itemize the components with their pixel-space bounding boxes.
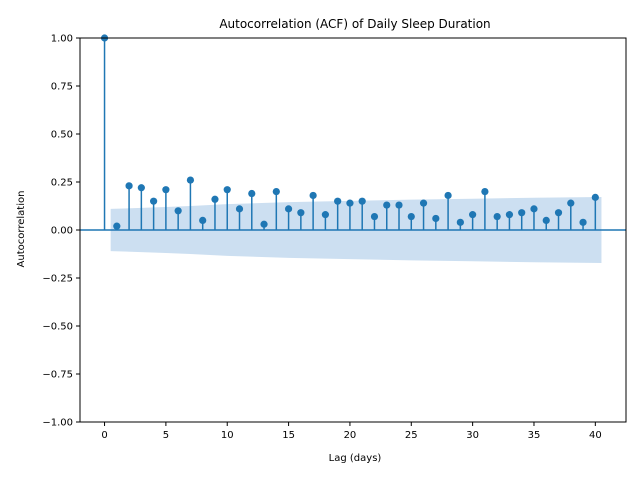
acf-point-3 xyxy=(137,184,145,192)
acf-point-18 xyxy=(321,211,329,219)
acf-point-14 xyxy=(272,188,280,196)
acf-point-15 xyxy=(284,205,293,213)
acf-point-8 xyxy=(199,216,207,224)
plot-area: 0 5 10 15 20 25 30 35 40 −1.00 −0.75 −0.50 −0.25 0.00… xyxy=(42,34,627,441)
acf-point-19 xyxy=(334,197,342,205)
acf-point-39 xyxy=(579,218,587,226)
acf-point-5 xyxy=(162,186,170,194)
acf-point-36 xyxy=(542,216,550,224)
acf-point-7 xyxy=(186,176,195,184)
x-tick-label-40: 40 xyxy=(589,430,602,441)
acf-point-12 xyxy=(248,189,256,198)
acf-point-24 xyxy=(395,201,403,209)
acf-point-28 xyxy=(444,191,452,200)
x-axis-label: Lag (days) xyxy=(329,453,382,464)
acf-point-1 xyxy=(113,222,121,230)
y-tick-label-3: −0.25 xyxy=(42,274,73,285)
acf-point-33 xyxy=(505,211,514,219)
acf-point-6 xyxy=(174,207,182,215)
acf-point-32 xyxy=(493,212,501,221)
acf-point-13 xyxy=(260,220,268,228)
acf-point-30 xyxy=(469,211,477,219)
acf-point-4 xyxy=(150,197,158,205)
acf-point-17 xyxy=(309,191,317,200)
acf-point-37 xyxy=(554,209,563,217)
x-tick-label-0: 0 xyxy=(101,430,107,441)
acf-point-31 xyxy=(481,188,489,196)
acf-point-11 xyxy=(235,205,244,213)
acf-point-20 xyxy=(346,199,354,207)
x-tick-label-30: 30 xyxy=(466,430,479,441)
x-tick-label-10: 10 xyxy=(221,430,234,441)
acf-point-2 xyxy=(125,182,133,190)
acf-point-29 xyxy=(456,218,464,226)
acf-point-34 xyxy=(518,209,526,217)
y-tick-label-7: 0.75 xyxy=(51,82,73,93)
acf-point-22 xyxy=(370,212,379,221)
y-axis-label: Autocorrelation xyxy=(16,191,27,268)
y-tick-label-1: −0.75 xyxy=(42,370,73,381)
acf-point-35 xyxy=(530,205,538,213)
acf-point-21 xyxy=(358,197,366,205)
y-tick-label-4: 0.00 xyxy=(51,226,73,237)
acf-point-25 xyxy=(407,212,415,221)
acf-point-26 xyxy=(419,199,428,207)
y-tick-label-5: 0.25 xyxy=(51,178,73,189)
x-tick-label-5: 5 xyxy=(163,430,169,441)
acf-point-38 xyxy=(567,199,575,207)
x-tick-label-15: 15 xyxy=(282,430,295,441)
y-tick-label-6: 0.50 xyxy=(51,130,73,141)
chart-title: Autocorrelation (ACF) of Daily Sleep Dur… xyxy=(219,17,490,31)
acf-point-16 xyxy=(297,209,305,217)
x-tick-label-25: 25 xyxy=(405,430,418,441)
y-tick-label-0: −1.00 xyxy=(42,418,73,429)
y-tick-label-2: −0.50 xyxy=(42,322,73,333)
acf-point-40 xyxy=(591,193,599,201)
y-tick-label-8: 1.00 xyxy=(51,34,73,45)
acf-point-27 xyxy=(432,214,440,223)
x-tick-label-20: 20 xyxy=(344,430,357,441)
acf-point-9 xyxy=(211,195,219,203)
acf-point-10 xyxy=(223,186,231,194)
x-tick-label-35: 35 xyxy=(528,430,541,441)
acf-point-23 xyxy=(383,201,391,209)
